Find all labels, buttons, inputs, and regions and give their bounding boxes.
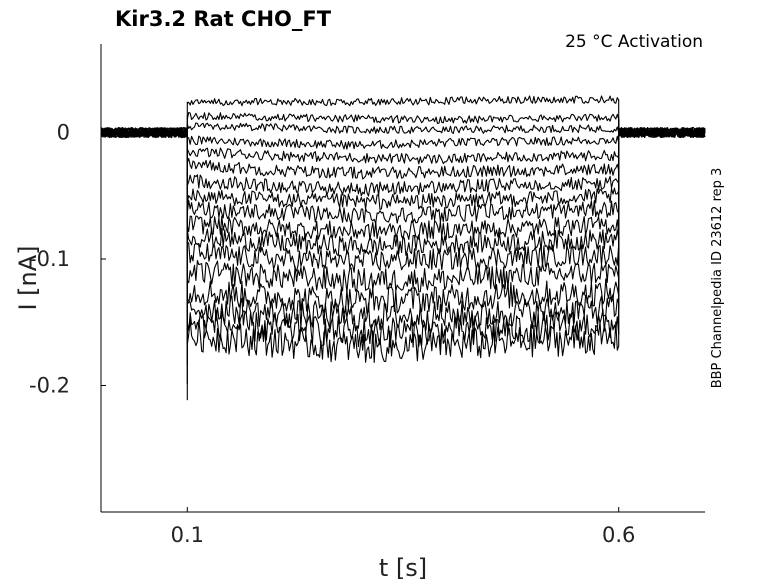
current-trace-7 — [100, 119, 706, 208]
current-trace-14 — [101, 119, 706, 345]
current-trace-8 — [100, 119, 706, 226]
current-trace-1 — [100, 95, 706, 139]
current-trace-2 — [100, 111, 706, 139]
x-tick-label: 0.6 — [602, 523, 635, 547]
y-tick-label: -0.2 — [29, 374, 70, 398]
current-trace-4 — [100, 119, 706, 156]
trace-group — [100, 95, 706, 401]
current-trace-11 — [100, 119, 706, 277]
current-trace-6 — [100, 119, 706, 187]
current-trace-15 — [100, 119, 706, 366]
y-tick-label: -0.1 — [29, 247, 70, 271]
channelpedia-id-note: BBP Channelpedia ID 23612 rep 3 — [710, 168, 725, 389]
y-tick-label: 0 — [57, 121, 70, 145]
x-tick-group: 0.1 0.6 — [171, 507, 635, 547]
current-trace-9 — [100, 119, 706, 242]
y-tick-group: 0 -0.1 -0.2 — [29, 121, 106, 398]
current-trace-13 — [100, 119, 706, 321]
chart-title: Kir3.2 Rat CHO_FT — [115, 7, 332, 31]
x-tick-label: 0.1 — [171, 523, 204, 547]
x-axis-label: t [s] — [379, 554, 427, 582]
chart-subtitle: 25 °C Activation — [565, 32, 703, 52]
current-trace-3 — [101, 119, 706, 140]
current-trace-12 — [100, 119, 706, 298]
y-axis-label: I [nA] — [14, 245, 42, 310]
current-trace-17 — [100, 119, 706, 401]
current-trace-5 — [100, 119, 706, 171]
